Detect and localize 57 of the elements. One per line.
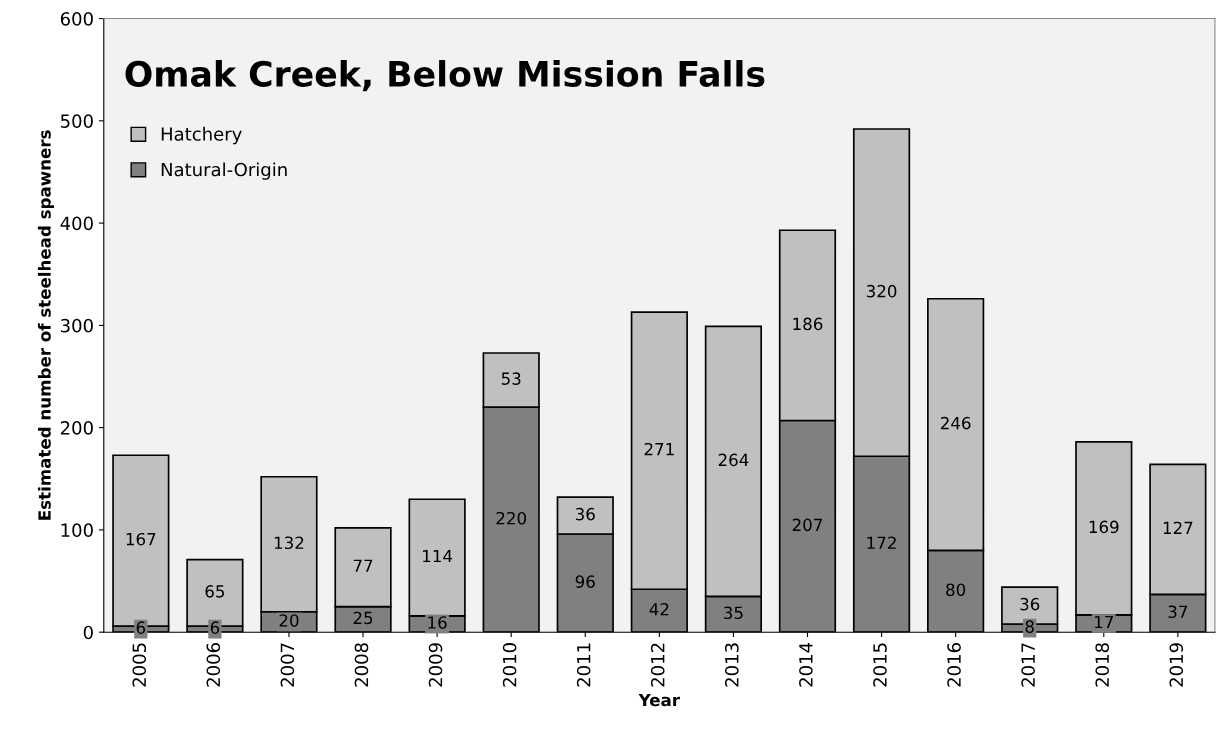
x-tick-label: 2014: [799, 642, 813, 687]
x-axis-title: Year: [638, 693, 680, 707]
y-axis-title: Estimated number of steelhead spawners: [37, 130, 55, 520]
data-label: 320: [866, 284, 897, 298]
data-label: 127: [1163, 521, 1193, 534]
y-tick-label: 600: [60, 12, 93, 26]
y-tick-label: 500: [60, 114, 93, 128]
data-label: 220: [496, 511, 526, 525]
x-tick-label: 2010: [502, 643, 517, 687]
data-label: 17: [1095, 615, 1113, 629]
data-label: 16: [428, 616, 447, 629]
data-label: 36: [575, 507, 595, 521]
data-label: 207: [792, 518, 822, 532]
data-label: 77: [353, 559, 373, 572]
data-label: 20: [279, 614, 299, 627]
data-label: 167: [126, 532, 156, 546]
data-label: 271: [644, 442, 674, 456]
x-tick-label: 2007: [280, 643, 295, 687]
x-tick-label: 2015: [873, 643, 887, 687]
y-tick-label: 400: [60, 216, 93, 231]
y-tick-label: 100: [61, 523, 93, 538]
x-tick-label: 2018: [1095, 643, 1110, 687]
x-tick-label: 2011: [576, 643, 591, 687]
y-tick-label: 0: [83, 625, 93, 640]
text: Omak Creek, Below Mission Falls: [125, 60, 765, 92]
data-label: 25: [353, 611, 373, 625]
legend-label: Natural-Origin: [161, 162, 287, 180]
data-label: 96: [575, 575, 595, 588]
x-tick-label: 2013: [725, 643, 739, 687]
x-tick-label: 2016: [947, 643, 961, 687]
data-label: 65: [205, 585, 225, 598]
x-tick-label: 2008: [354, 643, 369, 687]
x-tick-label: 2017: [1021, 643, 1035, 687]
x-tick-label: 2005: [132, 643, 147, 687]
legend-label: Hatchery: [161, 126, 242, 145]
data-label: 36: [1020, 597, 1040, 611]
data-label: 114: [423, 549, 453, 563]
x-tick-label: 2012: [650, 643, 665, 687]
data-label: 80: [946, 583, 966, 597]
y-tick-label: 200: [60, 421, 93, 435]
data-label: 35: [724, 606, 743, 620]
data-label: 264: [718, 453, 749, 467]
data-label: 132: [274, 536, 304, 550]
x-tick-label: 2019: [1169, 643, 1184, 687]
data-label: 6: [136, 621, 146, 634]
x-tick-label: 2006: [206, 643, 221, 687]
data-label: 6: [210, 621, 220, 634]
data-label: 37: [1168, 605, 1188, 619]
x-tick-label: 2009: [428, 643, 443, 687]
data-label: 53: [501, 372, 521, 385]
data-label: 186: [793, 317, 823, 331]
data-label: 42: [649, 602, 669, 616]
data-label: 172: [867, 536, 896, 549]
data-label: 8: [1025, 620, 1034, 633]
y-tick-label: 300: [60, 318, 93, 333]
data-label: 246: [940, 416, 971, 430]
data-label: 169: [1089, 520, 1119, 534]
